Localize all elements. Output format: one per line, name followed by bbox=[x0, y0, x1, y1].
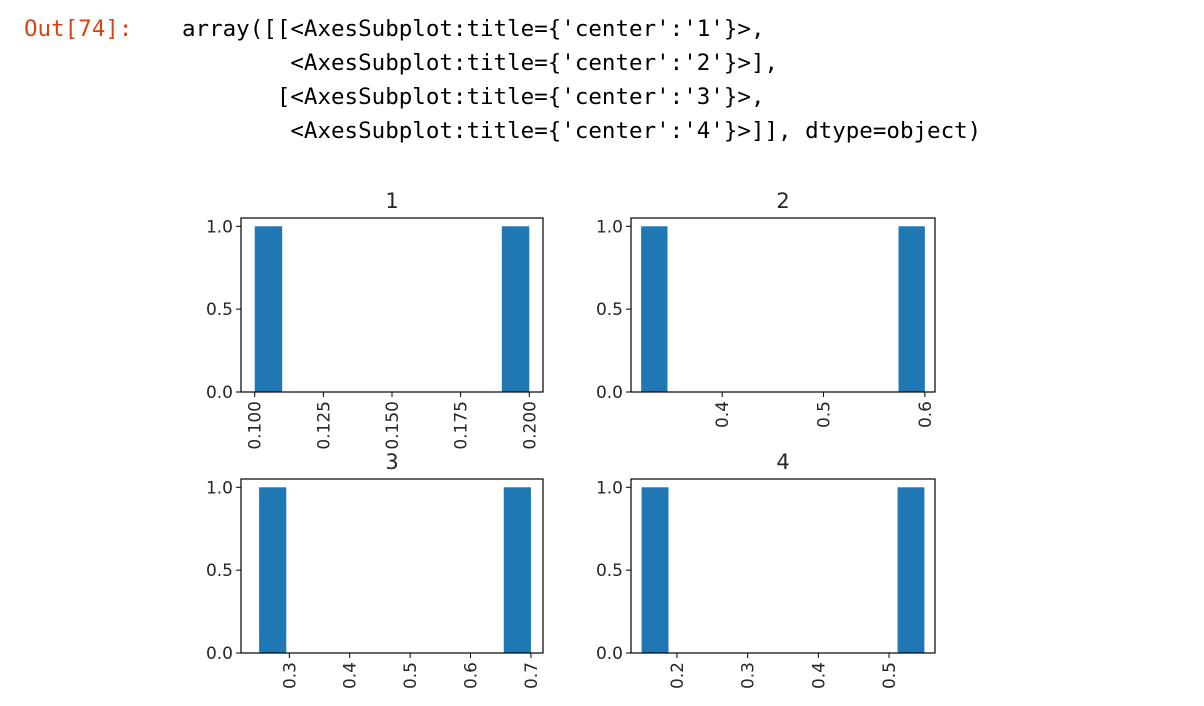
x-tick-label: 0.4 bbox=[809, 662, 829, 689]
histogram-bar bbox=[641, 487, 669, 653]
histogram-bar bbox=[259, 487, 287, 653]
output-line: <AxesSubplot:title={'center':'4'}>]], dt… bbox=[182, 118, 982, 144]
output-line: array([[<AxesSubplot:title={'center':'1'… bbox=[182, 16, 765, 42]
y-tick-label: 0.5 bbox=[206, 300, 233, 320]
y-tick-label: 0.5 bbox=[206, 561, 233, 581]
output-text: array([[<AxesSubplot:title={'center':'1'… bbox=[182, 12, 981, 148]
y-tick-label: 0.0 bbox=[206, 644, 233, 664]
x-tick-label: 0.6 bbox=[916, 401, 936, 428]
x-tick-label: 0.3 bbox=[739, 662, 759, 689]
y-tick-label: 0.0 bbox=[206, 383, 233, 403]
x-tick-label: 0.175 bbox=[452, 401, 472, 450]
histogram-bar bbox=[641, 226, 668, 392]
axes-frame bbox=[240, 217, 544, 393]
subplot-3: 0.0 0.5 1.0 0.3 0.4 0.5 0.6 0.7 3 bbox=[206, 450, 544, 689]
x-tick-label: 0.4 bbox=[341, 662, 361, 689]
x-tick-label: 0.150 bbox=[383, 401, 403, 450]
y-tick-label: 1.0 bbox=[206, 217, 233, 237]
x-tick-label: 0.125 bbox=[314, 401, 334, 450]
histogram-bar bbox=[254, 226, 283, 392]
x-tick-label: 0.5 bbox=[880, 662, 900, 689]
x-tick-label: 0.100 bbox=[246, 401, 266, 450]
x-tick-label: 0.4 bbox=[713, 401, 733, 428]
subplot-4: 0.0 0.5 1.0 0.2 0.3 0.4 0.5 4 bbox=[596, 450, 936, 689]
y-tick-label: 0.5 bbox=[596, 561, 623, 581]
y-tick-label: 1.0 bbox=[596, 217, 623, 237]
histogram-bar bbox=[503, 487, 531, 653]
subplot-1: 0.0 0.5 1.0 0.100 0.125 0.150 0.175 0.200 1 bbox=[206, 189, 544, 450]
histogram-bar bbox=[501, 226, 530, 392]
subplot-2: 0.0 0.5 1.0 0.4 0.5 0.6 2 bbox=[596, 189, 936, 428]
axes-frame bbox=[630, 217, 936, 393]
histogram-bar bbox=[897, 487, 925, 653]
output-line: <AxesSubplot:title={'center':'2'}>], bbox=[182, 50, 779, 76]
y-tick-label: 0.5 bbox=[596, 300, 623, 320]
subplot-title: 4 bbox=[776, 450, 789, 474]
x-tick-label: 0.5 bbox=[401, 662, 421, 689]
x-tick-label: 0.200 bbox=[520, 401, 540, 450]
x-tick-label: 0.2 bbox=[668, 662, 688, 689]
output-line: [<AxesSubplot:title={'center':'3'}>, bbox=[182, 84, 765, 110]
subplot-title: 1 bbox=[385, 189, 398, 213]
y-tick-label: 0.0 bbox=[596, 383, 623, 403]
axes-frame bbox=[630, 478, 936, 654]
histogram-bar bbox=[898, 226, 925, 392]
output-prompt: Out[74]: bbox=[24, 16, 133, 42]
subplot-title: 3 bbox=[385, 450, 398, 474]
y-tick-label: 0.0 bbox=[596, 644, 623, 664]
y-tick-label: 1.0 bbox=[206, 478, 233, 498]
x-tick-label: 0.6 bbox=[462, 662, 482, 689]
x-tick-label: 0.3 bbox=[280, 662, 300, 689]
subplot-title: 2 bbox=[776, 189, 789, 213]
x-tick-label: 0.7 bbox=[522, 662, 542, 689]
axes-frame bbox=[240, 478, 544, 654]
y-tick-label: 1.0 bbox=[596, 478, 623, 498]
x-tick-label: 0.5 bbox=[815, 401, 835, 428]
